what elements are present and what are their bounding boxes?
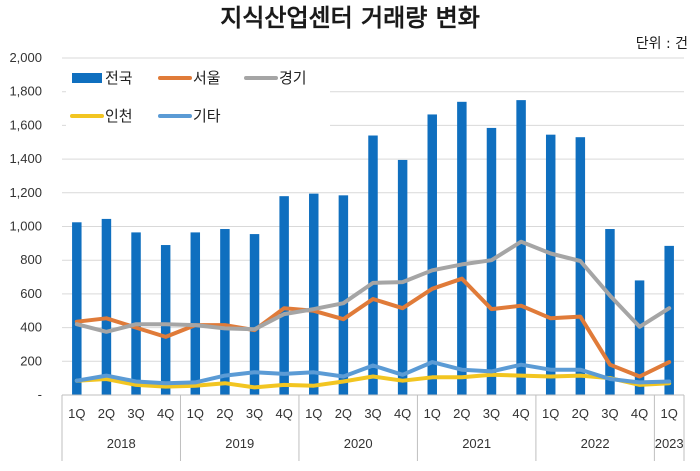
legend-swatch-전국 (72, 73, 102, 83)
x-tick-label: 4Q (631, 406, 648, 421)
bar-전국 (605, 229, 615, 395)
legend-label-인천: 인천 (105, 107, 133, 125)
bar-전국 (457, 101, 467, 395)
bar-전국 (190, 232, 201, 395)
x-tick-label: 1Q (68, 406, 85, 421)
x-tick-label: 1Q (187, 406, 204, 421)
bar-전국 (279, 196, 289, 395)
x-tick-label: 2Q (335, 406, 352, 421)
unit-label: 단위 : 건 (636, 36, 688, 52)
bar-전국 (575, 137, 586, 395)
bar-전국 (220, 229, 230, 395)
y-tick-label: - (38, 387, 42, 402)
x-tick-label: 3Q (364, 406, 381, 421)
line-인천 (74, 372, 672, 390)
x-tick-label: 1Q (305, 406, 322, 421)
year-label: 2020 (344, 436, 373, 451)
y-tick-label: 600 (20, 286, 42, 301)
bar-전국 (634, 280, 645, 395)
x-tick-label: 3Q (601, 406, 618, 421)
line-series (74, 239, 672, 390)
legend-label-전국: 전국 (105, 69, 133, 87)
y-tick-label: 400 (20, 320, 42, 335)
bar-전국 (516, 100, 526, 395)
x-tick-label: 3Q (246, 406, 263, 421)
legend-label-기타: 기타 (193, 107, 221, 125)
legend-label-서울: 서울 (193, 69, 221, 87)
x-tick-label: 4Q (157, 406, 174, 421)
x-tick-label: 1Q (424, 406, 441, 421)
year-label: 2021 (462, 436, 491, 451)
bar-전국 (101, 218, 112, 395)
x-tick-label: 4Q (512, 406, 529, 421)
axes: - 200 400 600 800 1,000 1,200 1,400 1,600 1,800 2,… (9, 50, 685, 461)
year-label: 2023 (655, 436, 684, 451)
x-tick-label: 3Q (483, 406, 500, 421)
bar-전국 (249, 234, 260, 395)
y-tick-label: 1,200 (9, 185, 42, 200)
chart-title: 지식산업센터 거래량 변화 (220, 4, 480, 32)
bar-전국 (368, 135, 378, 395)
line-서울 (74, 276, 672, 379)
y-tick-label: 200 (20, 353, 42, 368)
y-tick-label: 2,000 (9, 50, 42, 65)
y-tick-label: 1,600 (9, 117, 42, 132)
bar-series (72, 100, 674, 396)
year-label: 2022 (581, 436, 610, 451)
bar-전국 (338, 195, 349, 395)
y-tick-label: 1,400 (9, 151, 42, 166)
bar-전국 (309, 193, 319, 395)
y-tick-label: 1,000 (9, 219, 42, 234)
x-tick-label: 2Q (216, 406, 233, 421)
bar-전국 (160, 245, 171, 395)
x-tick-label: 1Q (661, 406, 678, 421)
bar-전국 (545, 134, 556, 396)
x-tick-label: 2Q (453, 406, 470, 421)
x-tick-label: 3Q (127, 406, 144, 421)
y-tick-label: 800 (20, 252, 42, 267)
year-label: 2019 (225, 436, 254, 451)
x-tick-label: 4Q (394, 406, 411, 421)
year-label: 2018 (107, 436, 136, 451)
y-tick-label: 1,800 (9, 84, 42, 99)
x-tick-label: 4Q (275, 406, 292, 421)
bar-전국 (427, 114, 437, 395)
line-경기 (74, 239, 672, 334)
x-tick-label: 1Q (542, 406, 559, 421)
x-tick-label: 2Q (572, 406, 589, 421)
bar-전국 (664, 245, 674, 395)
bar-전국 (397, 159, 408, 395)
bar-전국 (72, 222, 82, 395)
x-tick-label: 2Q (98, 406, 115, 421)
legend-label-경기: 경기 (279, 69, 307, 87)
bar-전국 (131, 232, 141, 395)
line-기타 (74, 360, 672, 386)
legend-background (66, 64, 330, 128)
